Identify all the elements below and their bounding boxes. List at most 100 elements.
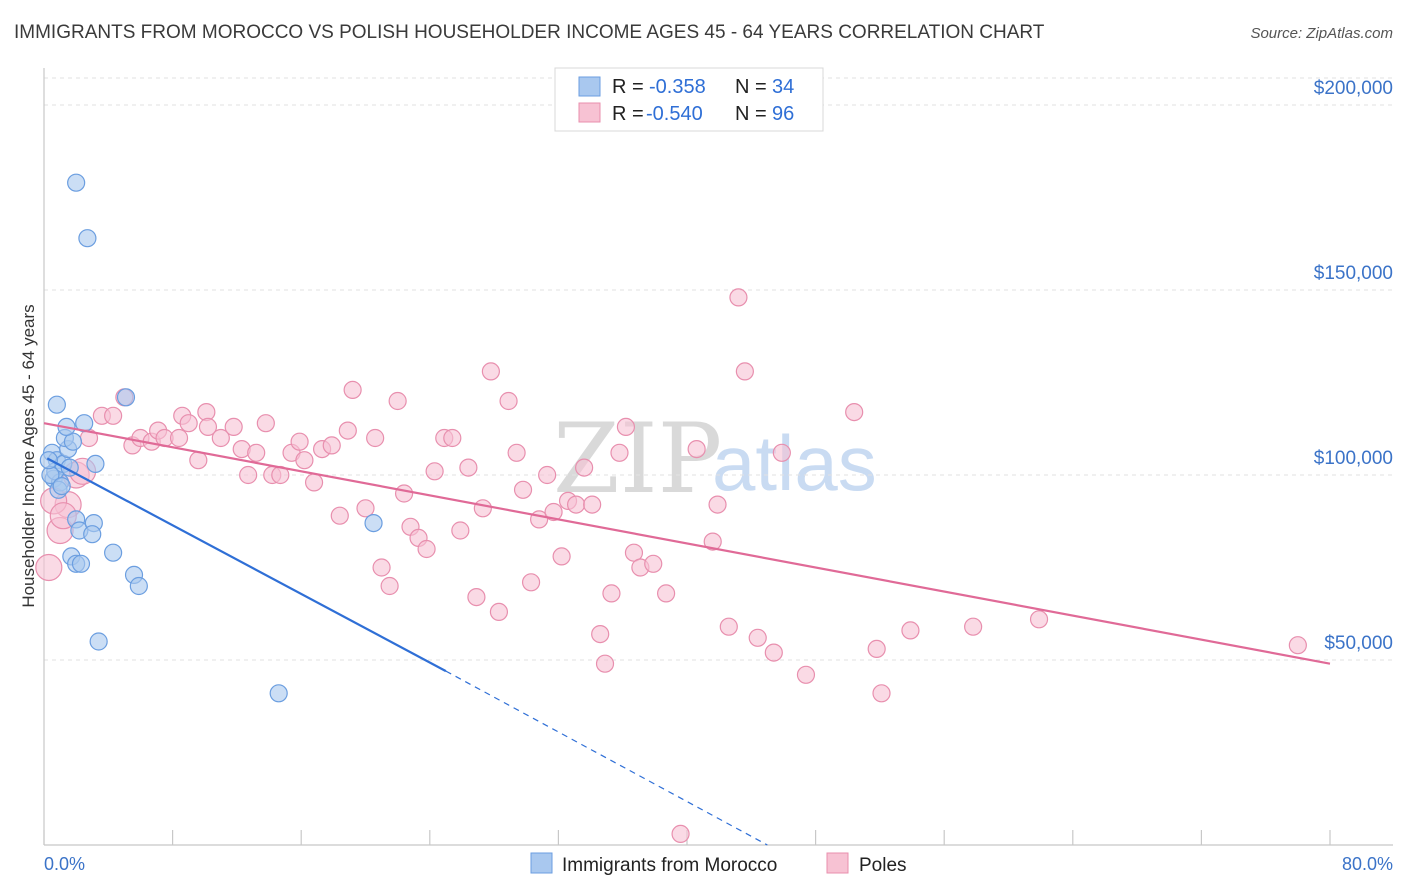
data-point-poles	[513, 480, 533, 499]
data-point-poles	[521, 573, 541, 592]
bottom-legend: Immigrants from Morocco Poles	[530, 852, 907, 876]
data-point-poles	[867, 639, 886, 659]
y-axis-label: Householder Income Ages 45 - 64 years	[19, 304, 38, 607]
data-point-poles	[575, 458, 594, 477]
data-point-poles	[304, 473, 324, 492]
data-point-poles	[443, 428, 462, 448]
data-point-poles	[1029, 610, 1049, 629]
data-point-poles	[729, 288, 748, 307]
data-point-morocco	[78, 229, 97, 248]
data-point-poles	[872, 684, 891, 703]
bottom-legend-swatch-morocco[interactable]	[530, 852, 553, 874]
legend-n-value-morocco: 34	[772, 76, 794, 98]
bottom-legend-label-morocco[interactable]: Immigrants from Morocco	[562, 855, 777, 876]
legend-r-value-poles: -0.540	[646, 103, 703, 125]
top-legend: R = -0.358 N = 34 R = -0.540 N = 96	[554, 67, 824, 132]
data-point-morocco	[364, 513, 383, 533]
data-point-poles	[644, 554, 663, 573]
data-point-morocco	[129, 576, 148, 596]
data-point-poles	[366, 428, 385, 448]
data-point-poles	[499, 391, 518, 411]
data-point-poles	[764, 643, 783, 662]
data-point-poles	[1288, 636, 1307, 655]
data-point-poles	[602, 584, 621, 603]
bottom-legend-swatch-poles[interactable]	[826, 852, 849, 874]
data-point-poles	[239, 465, 258, 485]
data-point-poles	[772, 443, 791, 462]
data-point-poles	[425, 462, 444, 481]
data-point-poles	[796, 665, 816, 684]
trend-line-morocco	[46, 457, 447, 673]
data-point-poles	[459, 458, 478, 477]
legend-r-label-poles: R =	[612, 103, 644, 125]
data-point-poles	[616, 417, 636, 436]
gridlines	[44, 77, 1393, 661]
data-point-poles	[380, 576, 399, 596]
data-point-poles	[104, 406, 123, 425]
legend-r-value-morocco: -0.358	[649, 76, 706, 98]
data-point-poles	[295, 451, 314, 470]
data-point-morocco	[269, 684, 288, 703]
legend-r-label-morocco: R =	[612, 76, 644, 98]
data-point-poles	[451, 521, 470, 540]
data-point-poles	[481, 362, 500, 381]
data-point-morocco	[52, 477, 71, 496]
data-point-poles	[671, 824, 690, 844]
data-point-poles	[595, 654, 615, 673]
bottom-legend-label-poles[interactable]: Poles	[859, 855, 907, 876]
data-point-poles	[179, 414, 198, 433]
data-point-poles	[256, 414, 275, 433]
data-point-poles	[687, 440, 706, 459]
data-point-poles	[35, 553, 63, 582]
legend-n-label-poles: N =	[735, 103, 767, 125]
y-tick-label: $200,000	[1314, 78, 1393, 99]
data-point-poles	[552, 547, 571, 566]
data-point-poles	[473, 499, 492, 518]
data-point-poles	[388, 391, 407, 411]
watermark-atlas: atlas	[712, 419, 877, 507]
chart-source: Source: ZipAtlas.com	[1250, 25, 1393, 42]
y-tick-label: $100,000	[1314, 448, 1393, 469]
data-point-poles	[343, 380, 362, 399]
y-tick-label: $50,000	[1324, 633, 1393, 654]
trend-line-poles	[43, 422, 1331, 665]
data-point-poles	[901, 621, 920, 640]
data-point-poles	[544, 502, 563, 522]
data-point-poles	[507, 443, 526, 462]
data-point-morocco	[104, 543, 123, 562]
y-tick-label: $150,000	[1314, 263, 1393, 284]
data-point-poles	[735, 362, 754, 381]
data-point-morocco	[89, 632, 108, 651]
data-point-poles	[198, 417, 218, 436]
data-point-morocco	[71, 554, 91, 573]
legend-swatch-poles	[578, 102, 601, 123]
legend-swatch-morocco	[578, 76, 601, 97]
legend-n-label-morocco: N =	[735, 76, 767, 98]
data-point-poles	[322, 436, 341, 455]
series-poles-points	[35, 288, 1307, 844]
data-point-poles	[845, 403, 864, 422]
y-tick-labels: $50,000 $100,000 $150,000 $200,000	[1314, 78, 1393, 654]
data-point-poles	[566, 495, 586, 514]
data-point-poles	[538, 465, 557, 485]
data-point-poles	[211, 428, 230, 448]
data-point-poles	[657, 584, 676, 603]
data-point-poles	[356, 499, 375, 518]
data-point-morocco	[67, 173, 86, 192]
data-point-poles	[610, 443, 629, 462]
trend-lines	[43, 422, 1331, 846]
data-point-morocco	[47, 395, 66, 414]
data-point-poles	[330, 506, 349, 525]
data-point-poles	[964, 617, 983, 636]
data-point-poles	[247, 443, 266, 462]
data-point-morocco	[83, 525, 102, 544]
data-point-poles	[489, 602, 509, 622]
data-point-poles	[719, 617, 738, 636]
data-point-poles	[703, 532, 722, 551]
data-point-poles	[224, 417, 243, 436]
data-point-poles	[467, 587, 486, 607]
data-point-poles	[417, 539, 436, 559]
trend-line-morocco-extension	[445, 670, 768, 846]
data-point-poles	[591, 624, 610, 644]
